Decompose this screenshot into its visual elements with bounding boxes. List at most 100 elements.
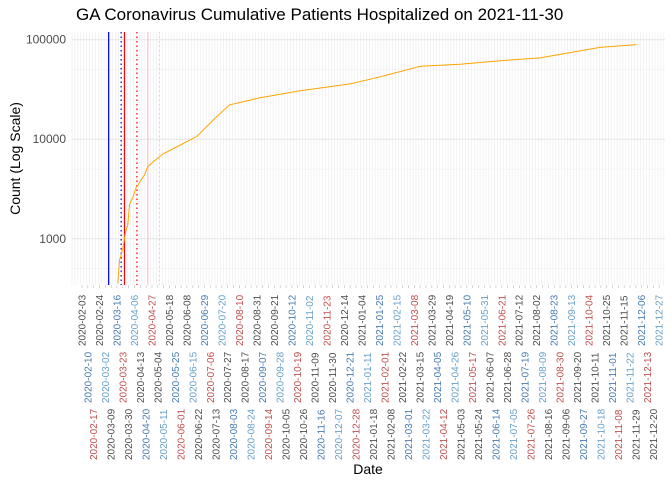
x-tick-label: 2020-04-20 — [142, 408, 153, 460]
x-tick-label: 2020-12-21 — [346, 351, 357, 403]
x-tick-label: 2021-01-11 — [363, 352, 374, 403]
x-tick-label: 2021-07-12 — [515, 294, 526, 346]
x-tick-label: 2021-01-18 — [369, 408, 380, 460]
x-tick-label: 2021-11-08 — [614, 409, 625, 460]
x-tick-label: 2021-12-27 — [655, 294, 666, 346]
x-tick-label: 2020-11-30 — [328, 352, 339, 403]
series — [117, 44, 637, 284]
x-tick-label: 2021-04-12 — [439, 408, 450, 460]
x-tick-label: 2021-11-29 — [631, 409, 642, 460]
x-tick-label: 2021-08-23 — [550, 294, 561, 346]
x-tick-label: 2020-11-02 — [305, 295, 316, 346]
x-tick-label: 2021-07-05 — [509, 408, 520, 460]
x-tick-label: 2020-08-17 — [241, 351, 252, 403]
x-tick-label: 2020-05-18 — [165, 294, 176, 346]
x-tick-label: 2021-07-19 — [521, 351, 532, 403]
x-tick-label: 2020-09-21 — [270, 294, 281, 346]
x-tick-label: 2020-02-24 — [95, 294, 106, 346]
x-tick-label: 2020-12-14 — [340, 294, 351, 346]
x-tick-label: 2020-09-07 — [258, 351, 269, 403]
x-tick-label: 2021-08-02 — [532, 294, 543, 346]
x-tick-label: 2021-02-22 — [398, 351, 409, 403]
x-tick-label: 2020-10-05 — [282, 408, 293, 460]
x-tick-label: 2021-09-13 — [567, 294, 578, 346]
x-tick-label: 2020-05-04 — [153, 351, 164, 403]
x-tick-label: 2021-09-27 — [579, 408, 590, 460]
x-tick-label: 2021-05-17 — [468, 351, 479, 403]
x-axis-ticks: 2020-02-03 2020-02-10 2020-02-17 2020-02-24… — [78, 285, 666, 460]
grid — [71, 32, 665, 285]
x-tick-label: 2020-07-13 — [212, 408, 223, 460]
x-tick-label: 2020-08-03 — [229, 408, 240, 460]
x-tick-label: 2021-12-20 — [649, 408, 660, 460]
x-tick-label: 2021-12-13 — [643, 351, 654, 403]
y-axis-ticks: 1000 10000 100000 — [26, 33, 66, 246]
x-tick-label: 2020-08-24 — [247, 408, 258, 460]
x-tick-label: 2020-03-02 — [101, 351, 112, 403]
x-tick-label: 2021-03-29 — [427, 294, 438, 346]
y-tick-label: 100000 — [26, 33, 66, 47]
chart-title: GA Coronavirus Cumulative Patients Hospi… — [76, 5, 563, 24]
x-tick-label: 2021-01-25 — [375, 294, 386, 346]
x-tick-label: 2020-07-27 — [223, 351, 234, 403]
x-tick-label: 2020-08-10 — [235, 294, 246, 346]
x-tick-label: 2021-03-08 — [410, 294, 421, 346]
x-tick-label: 2021-05-03 — [456, 408, 467, 460]
x-tick-label: 2020-04-13 — [136, 351, 147, 403]
x-tick-label: 2021-10-18 — [596, 408, 607, 460]
x-tick-label: 2021-03-01 — [404, 408, 415, 460]
x-tick-label: 2021-03-15 — [416, 351, 427, 403]
x-tick-label: 2021-08-09 — [538, 351, 549, 403]
x-tick-label: 2021-04-19 — [445, 294, 456, 346]
x-tick-label: 2020-07-20 — [217, 294, 228, 346]
x-tick-label: 2020-02-03 — [78, 294, 89, 346]
x-tick-label: 2021-06-14 — [491, 408, 502, 460]
x-tick-label: 2021-10-25 — [602, 294, 613, 346]
x-tick-label: 2021-09-20 — [573, 351, 584, 403]
x-tick-label: 2021-11-01 — [608, 352, 619, 403]
x-tick-label: 2021-07-26 — [526, 408, 537, 460]
x-tick-label: 2021-06-21 — [497, 294, 508, 346]
x-tick-label: 2020-09-14 — [264, 408, 275, 460]
x-tick-label: 2021-06-07 — [486, 351, 497, 403]
x-tick-label: 2021-05-24 — [474, 408, 485, 460]
x-tick-label: 2020-09-28 — [276, 351, 287, 403]
x-tick-label: 2021-03-22 — [422, 408, 433, 460]
x-tick-label: 2020-06-01 — [177, 408, 188, 460]
x-tick-label: 2020-03-30 — [124, 408, 135, 460]
x-tick-label: 2021-02-01 — [381, 351, 392, 403]
x-tick-label: 2020-06-15 — [188, 351, 199, 403]
x-tick-label: 2020-02-17 — [89, 408, 100, 460]
x-tick-label: 2021-02-08 — [387, 408, 398, 460]
x-tick-label: 2021-04-05 — [433, 351, 444, 403]
x-tick-label: 2020-06-08 — [182, 294, 193, 346]
x-tick-label: 2021-05-10 — [462, 294, 473, 346]
x-tick-label: 2020-07-06 — [206, 351, 217, 403]
x-tick-label: 2021-10-11 — [591, 352, 602, 403]
x-tick-label: 2021-01-04 — [357, 294, 368, 346]
x-tick-label: 2021-08-30 — [556, 351, 567, 403]
x-axis-title: Date — [353, 461, 383, 477]
x-tick-label: 2020-03-16 — [113, 294, 124, 346]
x-tick-label: 2021-11-15 — [620, 295, 631, 346]
x-tick-label: 2020-10-19 — [293, 351, 304, 403]
x-tick-label: 2020-05-11 — [159, 409, 170, 460]
x-tick-label: 2021-06-28 — [503, 351, 514, 403]
x-tick-label: 2020-05-25 — [171, 351, 182, 403]
x-tick-label: 2020-04-27 — [148, 294, 159, 346]
x-tick-label: 2021-12-06 — [637, 294, 648, 346]
x-tick-label: 2020-03-23 — [118, 351, 129, 403]
x-tick-label: 2021-10-04 — [585, 294, 596, 346]
x-tick-label: 2021-05-31 — [480, 294, 491, 346]
x-tick-label: 2020-10-26 — [299, 408, 310, 460]
x-tick-label: 2021-02-15 — [392, 294, 403, 346]
y-tick-label: 1000 — [39, 232, 66, 246]
y-axis-title: Count (Log Scale) — [7, 102, 23, 215]
x-tick-label: 2020-12-28 — [352, 408, 363, 460]
x-tick-label: 2020-11-16 — [317, 409, 328, 460]
x-tick-label: 2020-11-09 — [311, 352, 322, 403]
x-tick-label: 2020-11-23 — [322, 295, 333, 346]
event-lines — [108, 32, 161, 285]
x-tick-label: 2020-06-22 — [194, 408, 205, 460]
